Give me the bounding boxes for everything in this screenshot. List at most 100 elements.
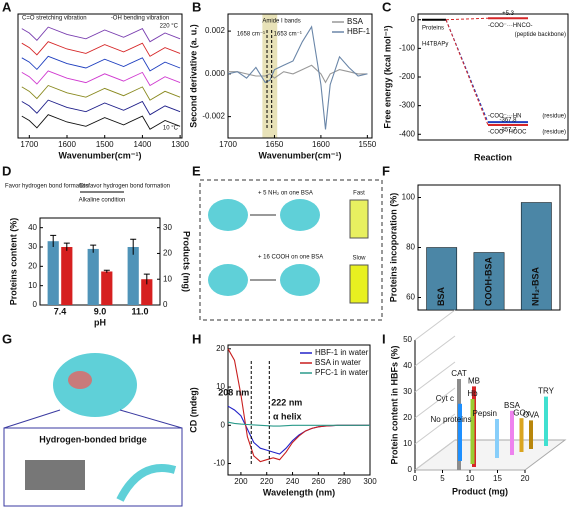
tick-label: -200 [399, 72, 416, 81]
scheme-frame [199, 179, 383, 321]
zoom-frame [3, 427, 183, 507]
y-axis-label: CD (mdeg) [188, 387, 198, 433]
y-axis-label: Protein content in HBFs (%) [389, 345, 399, 464]
tick-label: 10 [466, 474, 475, 483]
spectrum [21, 55, 181, 72]
tick-label: 240 [286, 477, 300, 486]
tick-label: 30 [28, 242, 37, 251]
x-axis-label: Wavenumber(cm⁻¹) [59, 150, 142, 160]
header-label: Favor hydrogen bond formation [5, 184, 89, 190]
protein-icon [280, 199, 320, 231]
x-tick-label: COOH-BSA [483, 257, 493, 306]
tick-label: 1700 [20, 140, 38, 149]
x-tick-label: 11.0 [131, 306, 148, 316]
panel-label: A [2, 0, 12, 14]
grid-line [414, 309, 456, 341]
zoom-line [3, 409, 61, 429]
plot-frame [227, 344, 371, 476]
tick-label: 1550 [358, 140, 376, 149]
bar-label: No proteins [431, 415, 472, 424]
y-axis-label: Proteins incoporation (%) [388, 193, 398, 303]
tick-label: 100 [402, 193, 416, 202]
bar [520, 202, 552, 311]
connector [445, 17, 489, 21]
tick-label: 0 [221, 420, 226, 429]
annotation: Amide I bands [262, 19, 300, 25]
tick-label: 280 [338, 477, 352, 486]
tick-label: 5 [440, 474, 445, 483]
tick-label: -0.002 [202, 112, 225, 121]
bar [47, 241, 59, 305]
tick-label: 0 [408, 465, 413, 474]
surface-patch [68, 371, 92, 389]
x-axis-label: Wavelength (nm) [263, 487, 335, 497]
tick-label: 10 [216, 382, 225, 391]
bar-label: OVA [523, 411, 540, 420]
floor [413, 439, 567, 471]
value-label: -367.8 [499, 118, 517, 124]
bar-label: Cyt c [436, 394, 454, 403]
level-label: -COO⁻ HOOC [488, 130, 527, 136]
bar-label: Hb [467, 389, 478, 398]
tick-label: 40 [403, 361, 412, 370]
tick-label: 200 [234, 477, 248, 486]
vial [349, 199, 369, 239]
tick-label: 20 [403, 413, 412, 422]
header-label: Disfavor hydrogen bond formation [80, 184, 170, 190]
marker-label: 222 nm [271, 397, 302, 407]
tick-label: 10 [163, 274, 172, 283]
panel-label: F [382, 163, 390, 178]
bar [544, 396, 548, 446]
tick-label: 0 [413, 474, 418, 483]
level-note: (residue) [542, 114, 566, 120]
annotation: 10 °C [163, 126, 179, 132]
spectrum [21, 70, 181, 87]
tick-label: 15 [493, 474, 502, 483]
bar-label: MB [468, 377, 480, 386]
tick-label: 30 [403, 387, 412, 396]
tick-label: 260 [312, 477, 326, 486]
bar [141, 279, 153, 305]
helix-icon [116, 464, 177, 502]
grid-line [414, 439, 456, 471]
level-label: -COO⁻···HNCO- [488, 23, 533, 29]
tick-label: 10 [403, 439, 412, 448]
tick-label: 10 [28, 281, 37, 290]
highlight-band [262, 14, 278, 138]
bar-label: BSA [504, 401, 521, 410]
x-tick-label: 7.4 [54, 306, 67, 316]
panel-label: E [192, 163, 201, 178]
legend-label: BSA [347, 17, 364, 26]
legend-label: BSA in water [315, 358, 361, 367]
error-bar [103, 269, 110, 273]
x-axis-label: Reaction [474, 152, 512, 162]
marker-label: 1658 cm⁻¹ [237, 32, 265, 38]
tick-label: 1650 [266, 140, 284, 149]
panel-label: G [2, 331, 12, 346]
bar [519, 418, 524, 452]
bar-label: Pepsin [473, 409, 497, 418]
series-line [228, 64, 368, 84]
tick-label: 0 [163, 300, 168, 309]
bar [470, 399, 475, 464]
x-tick-label: BSA [436, 286, 446, 306]
tick-label: 1400 [134, 140, 152, 149]
level-note: (peptide backbone) [515, 32, 566, 38]
connector [445, 19, 489, 126]
grid-line [414, 335, 456, 367]
molecule-icon [25, 460, 85, 490]
tick-label: 40 [28, 223, 37, 232]
bar [61, 247, 73, 305]
scheme-label: Hydrogen-bonded bridge [39, 434, 147, 444]
level-note: (residue) [542, 130, 566, 136]
bar-label: GOx [513, 408, 529, 417]
grid-line [414, 361, 456, 393]
y-axis-label: Second derivative (a. u.) [188, 24, 198, 128]
x-tick-label: NH₂-BSA [531, 267, 541, 306]
bar [529, 420, 533, 449]
scheme-label: Fast [353, 191, 365, 197]
panel-label: H [192, 331, 201, 346]
header-label: Alkaline condition [79, 198, 126, 204]
bar [87, 248, 99, 305]
